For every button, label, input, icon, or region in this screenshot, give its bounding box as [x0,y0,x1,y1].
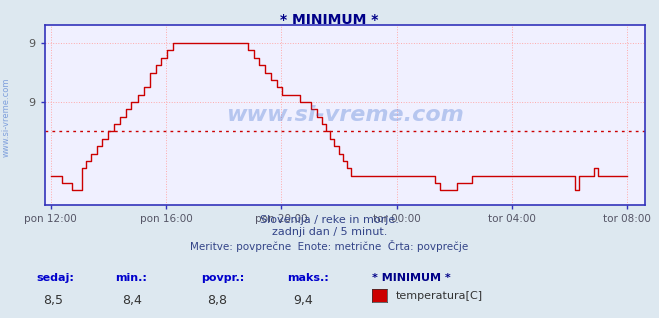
Text: maks.:: maks.: [287,273,328,283]
Text: 8,8: 8,8 [208,294,227,307]
Text: Slovenija / reke in morje.: Slovenija / reke in morje. [260,215,399,225]
Text: sedaj:: sedaj: [36,273,74,283]
Text: www.si-vreme.com: www.si-vreme.com [2,78,11,157]
Text: povpr.:: povpr.: [201,273,244,283]
Text: * MINIMUM *: * MINIMUM * [372,273,451,283]
Text: 8,4: 8,4 [122,294,142,307]
Text: * MINIMUM *: * MINIMUM * [280,13,379,27]
Text: min.:: min.: [115,273,147,283]
Text: temperatura[C]: temperatura[C] [395,291,482,301]
Text: 8,5: 8,5 [43,294,63,307]
Text: 9,4: 9,4 [293,294,313,307]
Text: zadnji dan / 5 minut.: zadnji dan / 5 minut. [272,227,387,237]
Text: Meritve: povprečne  Enote: metrične  Črta: povprečje: Meritve: povprečne Enote: metrične Črta:… [190,240,469,252]
Text: www.si-vreme.com: www.si-vreme.com [226,105,463,125]
